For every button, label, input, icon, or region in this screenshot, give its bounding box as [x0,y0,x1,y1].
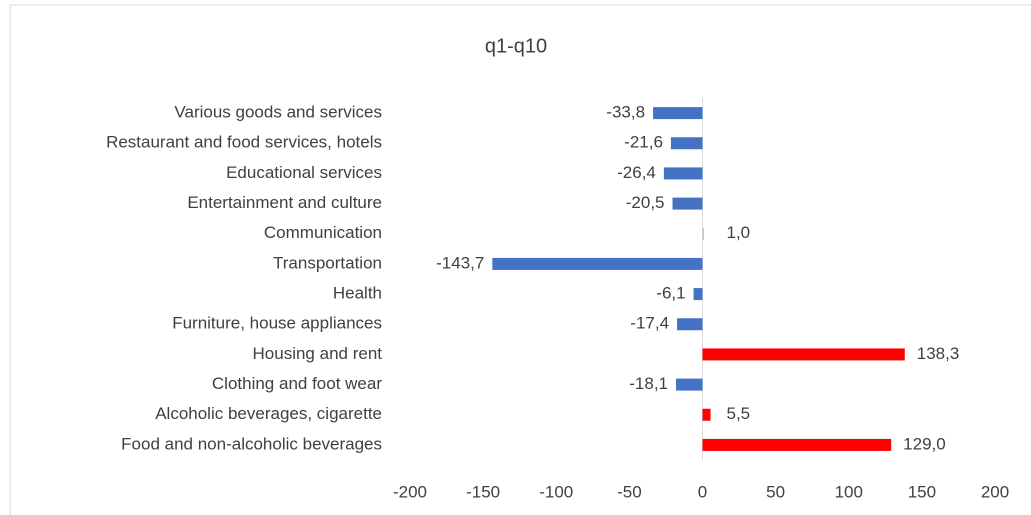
y-tick-label: Restaurant and food services, hotels [106,133,382,152]
bar [702,438,892,451]
value-label: 138,3 [917,344,960,363]
value-label: -20,5 [626,193,665,212]
x-tick-label: -200 [393,482,427,501]
y-tick-label: Various goods and services [174,103,382,122]
value-label: 5,5 [727,404,751,423]
x-tick-label: 50 [766,482,785,501]
y-tick-label: Clothing and foot wear [212,374,382,393]
y-tick-label: Food and non-alcoholic beverages [121,434,382,453]
y-tick-label: Entertainment and culture [187,193,382,212]
value-label: -18,1 [629,374,668,393]
bar [702,348,905,361]
value-label: -143,7 [436,253,484,272]
x-tick-label: 100 [835,482,863,501]
chart-title: q1-q10 [485,35,547,57]
bar [702,227,704,240]
x-tick-label: 0 [698,482,707,501]
bar [492,257,703,270]
bar [653,107,703,120]
value-label: -6,1 [656,284,685,303]
x-tick-label: -150 [466,482,500,501]
value-label: -17,4 [630,314,669,333]
y-tick-label: Communication [264,223,382,242]
bar [672,197,703,210]
value-label: -33,8 [606,103,645,122]
y-tick-label: Transportation [273,253,382,272]
bar [670,137,703,150]
y-tick-label: Alcoholic beverages, cigarette [155,404,382,423]
y-tick-label: Housing and rent [253,344,383,363]
x-tick-label: 200 [981,482,1009,501]
value-label: -21,6 [624,133,663,152]
bar [677,318,703,331]
x-tick-label: -100 [539,482,573,501]
bar [676,378,703,391]
y-tick-label: Furniture, house appliances [172,314,382,333]
bar [693,288,703,301]
y-tick-label: Health [333,284,382,303]
value-label: -26,4 [617,163,656,182]
y-tick-label: Educational services [226,163,382,182]
value-label: 1,0 [727,223,751,242]
x-tick-label: -50 [617,482,642,501]
bar [702,408,711,421]
value-label: 129,0 [903,434,946,453]
x-tick-label: 150 [908,482,936,501]
bar [663,167,703,180]
